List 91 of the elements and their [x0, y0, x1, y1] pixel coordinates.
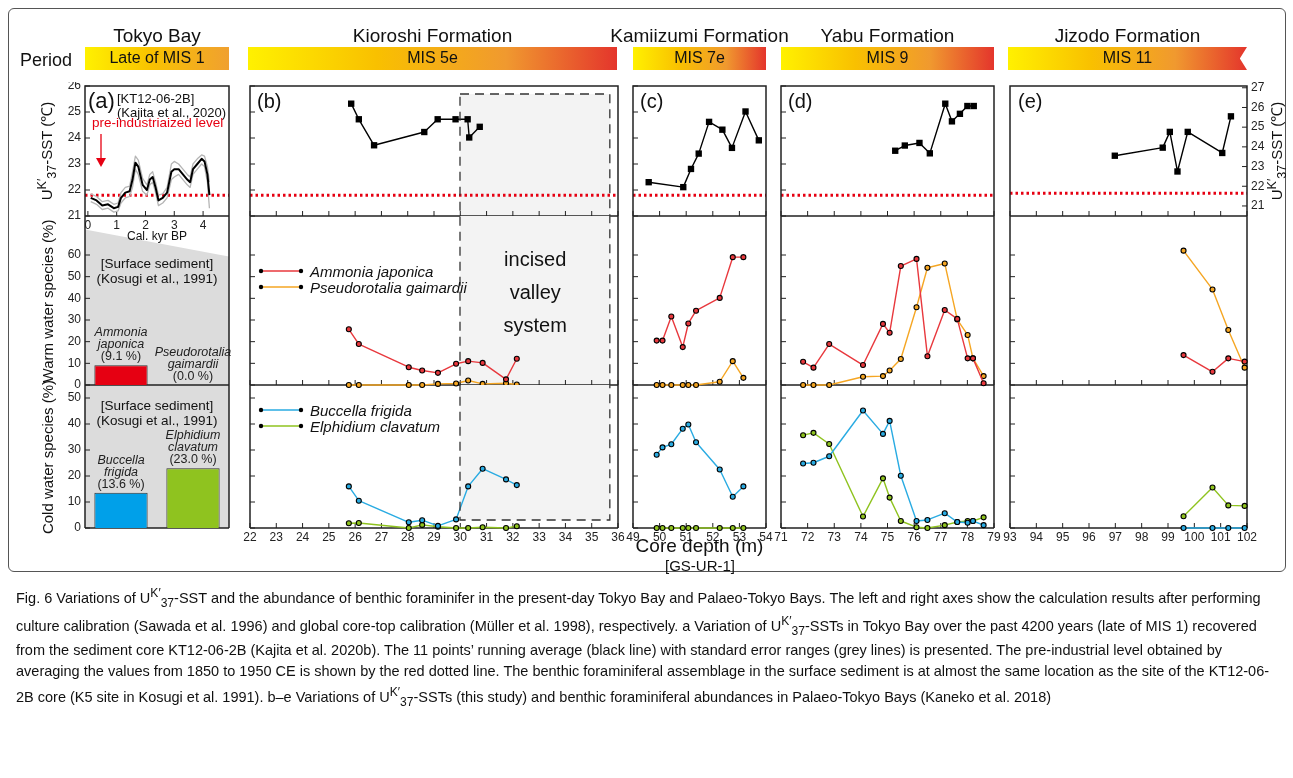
annotation: (e) [1018, 90, 1043, 113]
x-tick-label: 77 [934, 530, 948, 545]
x-tick-label: 27 [374, 530, 389, 545]
x-tick-label: 25 [322, 530, 336, 545]
x-tick-label: 75 [880, 530, 895, 545]
y-tick-label: 26 [1251, 99, 1265, 114]
y-tick-label: 30 [67, 312, 82, 327]
y-tick-label: 40 [67, 416, 82, 431]
x-tick-label: 74 [854, 530, 868, 545]
y-axis-title: Warm water species (%) [38, 219, 56, 382]
legend-label: Buccella frigida [310, 401, 412, 419]
y-tick-label: 50 [67, 268, 82, 283]
x-tick-label: 97 [1108, 530, 1123, 545]
x-tick-label: 101 [1210, 530, 1231, 545]
x-tick-label: 34 [558, 530, 573, 545]
y-tick-label: 23 [1251, 158, 1265, 173]
y-tick-label: 30 [67, 442, 82, 457]
y-tick-label: 24 [1251, 139, 1265, 154]
x-tick-label: 1 [113, 218, 121, 233]
chart-subtitle: MIS 5e [407, 49, 458, 67]
x-tick-label: 71 [774, 530, 788, 545]
x-tick-label: 73 [827, 530, 842, 545]
y-tick-label: 10 [67, 355, 82, 370]
chart-subtitle: Late of MIS 1 [109, 49, 205, 67]
chart-title: Jizodo Formation [1054, 25, 1201, 47]
x-tick-label: 26 [348, 530, 363, 545]
y-tick-label: 0 [74, 377, 82, 392]
y-tick-label: 23 [67, 156, 82, 171]
annotation: (d) [788, 90, 813, 113]
x-tick-label: 35 [585, 530, 599, 545]
x-tick-label: 102 [1236, 530, 1258, 545]
x-tick-label: 96 [1082, 530, 1096, 545]
y-tick-label: 25 [1251, 119, 1265, 134]
y-tick-label: 0 [74, 520, 82, 535]
y-tick-label: 25 [67, 104, 82, 119]
y-tick-label: 20 [67, 468, 82, 483]
chart-title: Tokyo Bay [113, 25, 201, 47]
y-tick-label: 60 [67, 247, 82, 262]
band-label: incised valley system [503, 248, 567, 336]
annotation: (a) [88, 88, 115, 114]
annotation: (c) [640, 90, 664, 113]
text: Fig. 6 Variations of U$^{K′}$$_{37}$-SST and the abundance of benthic foraminifer in the present-day Tokyo Bay and Palaeo-Tokyo Bays. The left and right axes show the calculation results after performing culture calibration (Sawada et al. 1996) and global core-top calibration (Müller et al. 1998), respectively. a Variation of U$^{K′}$$_{37}$-SSTs in Tokyo Bay over the past 4200 years (late of MIS 1) recovered from the sediment core KT12-06-2B (Kajita et al. 2020b). The 11 points’ running average (black line) with standard error ranges (grey lines) is presented. The pre-industrial level obtained by averaging the values from 1850 to 1950 CE is shown by the red dotted line. The benthic foraminiferal assemblage in the surface sediment is at almost the same location as the site of the KT12-06-2B core (K5 site in Kosugi et al. 1991). b–e Variations of U$^{K′}$$_{37}$-SSTs (this study) and benthic foraminiferal abundances in Palaeo-Tokyo Bays (Kaneko et al. 2018) [16, 586, 1270, 709]
x-tick-label: 33 [532, 530, 547, 545]
data-label: Buccella frigida (13.6 %) [97, 452, 145, 491]
x-tick-label: 30 [453, 530, 468, 545]
x-tick-label: 22 [243, 530, 257, 545]
chart-subtitle: MIS 7e [674, 49, 725, 67]
y-tick-label: 10 [67, 494, 82, 509]
x-tick-label: 100 [1184, 530, 1205, 545]
x-tick-label: 36 [611, 530, 625, 545]
legend-label: Ammonia japonica [310, 262, 434, 280]
data-label: Ammonia japonica (9.1 %) [93, 325, 148, 364]
x-tick-label: 98 [1134, 530, 1149, 545]
chart-title: Kioroshi Formation [352, 25, 513, 47]
x-tick-label: 99 [1161, 530, 1175, 545]
chart-title: Yabu Formation [820, 25, 955, 47]
chart-subtitle: MIS 11 [1102, 49, 1153, 67]
y-tick-label: 27 [1251, 80, 1265, 95]
x-tick-label: 23 [269, 530, 284, 545]
x-tick-label: 94 [1029, 530, 1044, 545]
chart-title: Kamiizumi Formation [610, 25, 789, 47]
x-tick-label: 79 [987, 530, 1001, 545]
x-tick-label: 32 [506, 530, 520, 545]
annotation: [Surface sediment] [100, 398, 214, 414]
annotation: (Kosugi et al., 1991) [96, 271, 218, 287]
y-tick-label: 20 [67, 333, 82, 348]
y-tick-label: 40 [67, 290, 82, 305]
text: Period [20, 50, 73, 71]
x-tick-label: 78 [960, 530, 975, 545]
y-tick-label: 21 [67, 208, 82, 223]
x-tick-label: 95 [1055, 530, 1070, 545]
x-tick-label: 29 [427, 530, 441, 545]
chart-subtitle: MIS 9 [866, 49, 909, 67]
y-tick-label: 22 [1251, 178, 1265, 193]
y-tick-label: 50 [67, 390, 82, 405]
y-tick-label: 24 [67, 130, 82, 145]
x-tick-label: 4 [199, 218, 207, 233]
annotation: (Kosugi et al., 1991) [96, 413, 218, 429]
x-tick-label: 93 [1003, 530, 1017, 545]
annotation: [Surface sediment] [100, 256, 214, 272]
x-tick-label: 28 [401, 530, 415, 545]
data-label: Elphidium clavatum (23.0 %) [165, 428, 221, 467]
annotation: [KT12-06-2B] [117, 91, 195, 107]
y-tick-label: 21 [1251, 198, 1265, 213]
text: [GS-UR-1] [664, 557, 736, 575]
annotation: (b) [257, 90, 282, 113]
x-tick-label: 72 [800, 530, 815, 545]
x-tick-label: 24 [295, 530, 310, 545]
x-tick-label: 76 [907, 530, 922, 545]
x-tick-label: 31 [479, 530, 494, 545]
y-tick-label: 22 [67, 182, 82, 197]
